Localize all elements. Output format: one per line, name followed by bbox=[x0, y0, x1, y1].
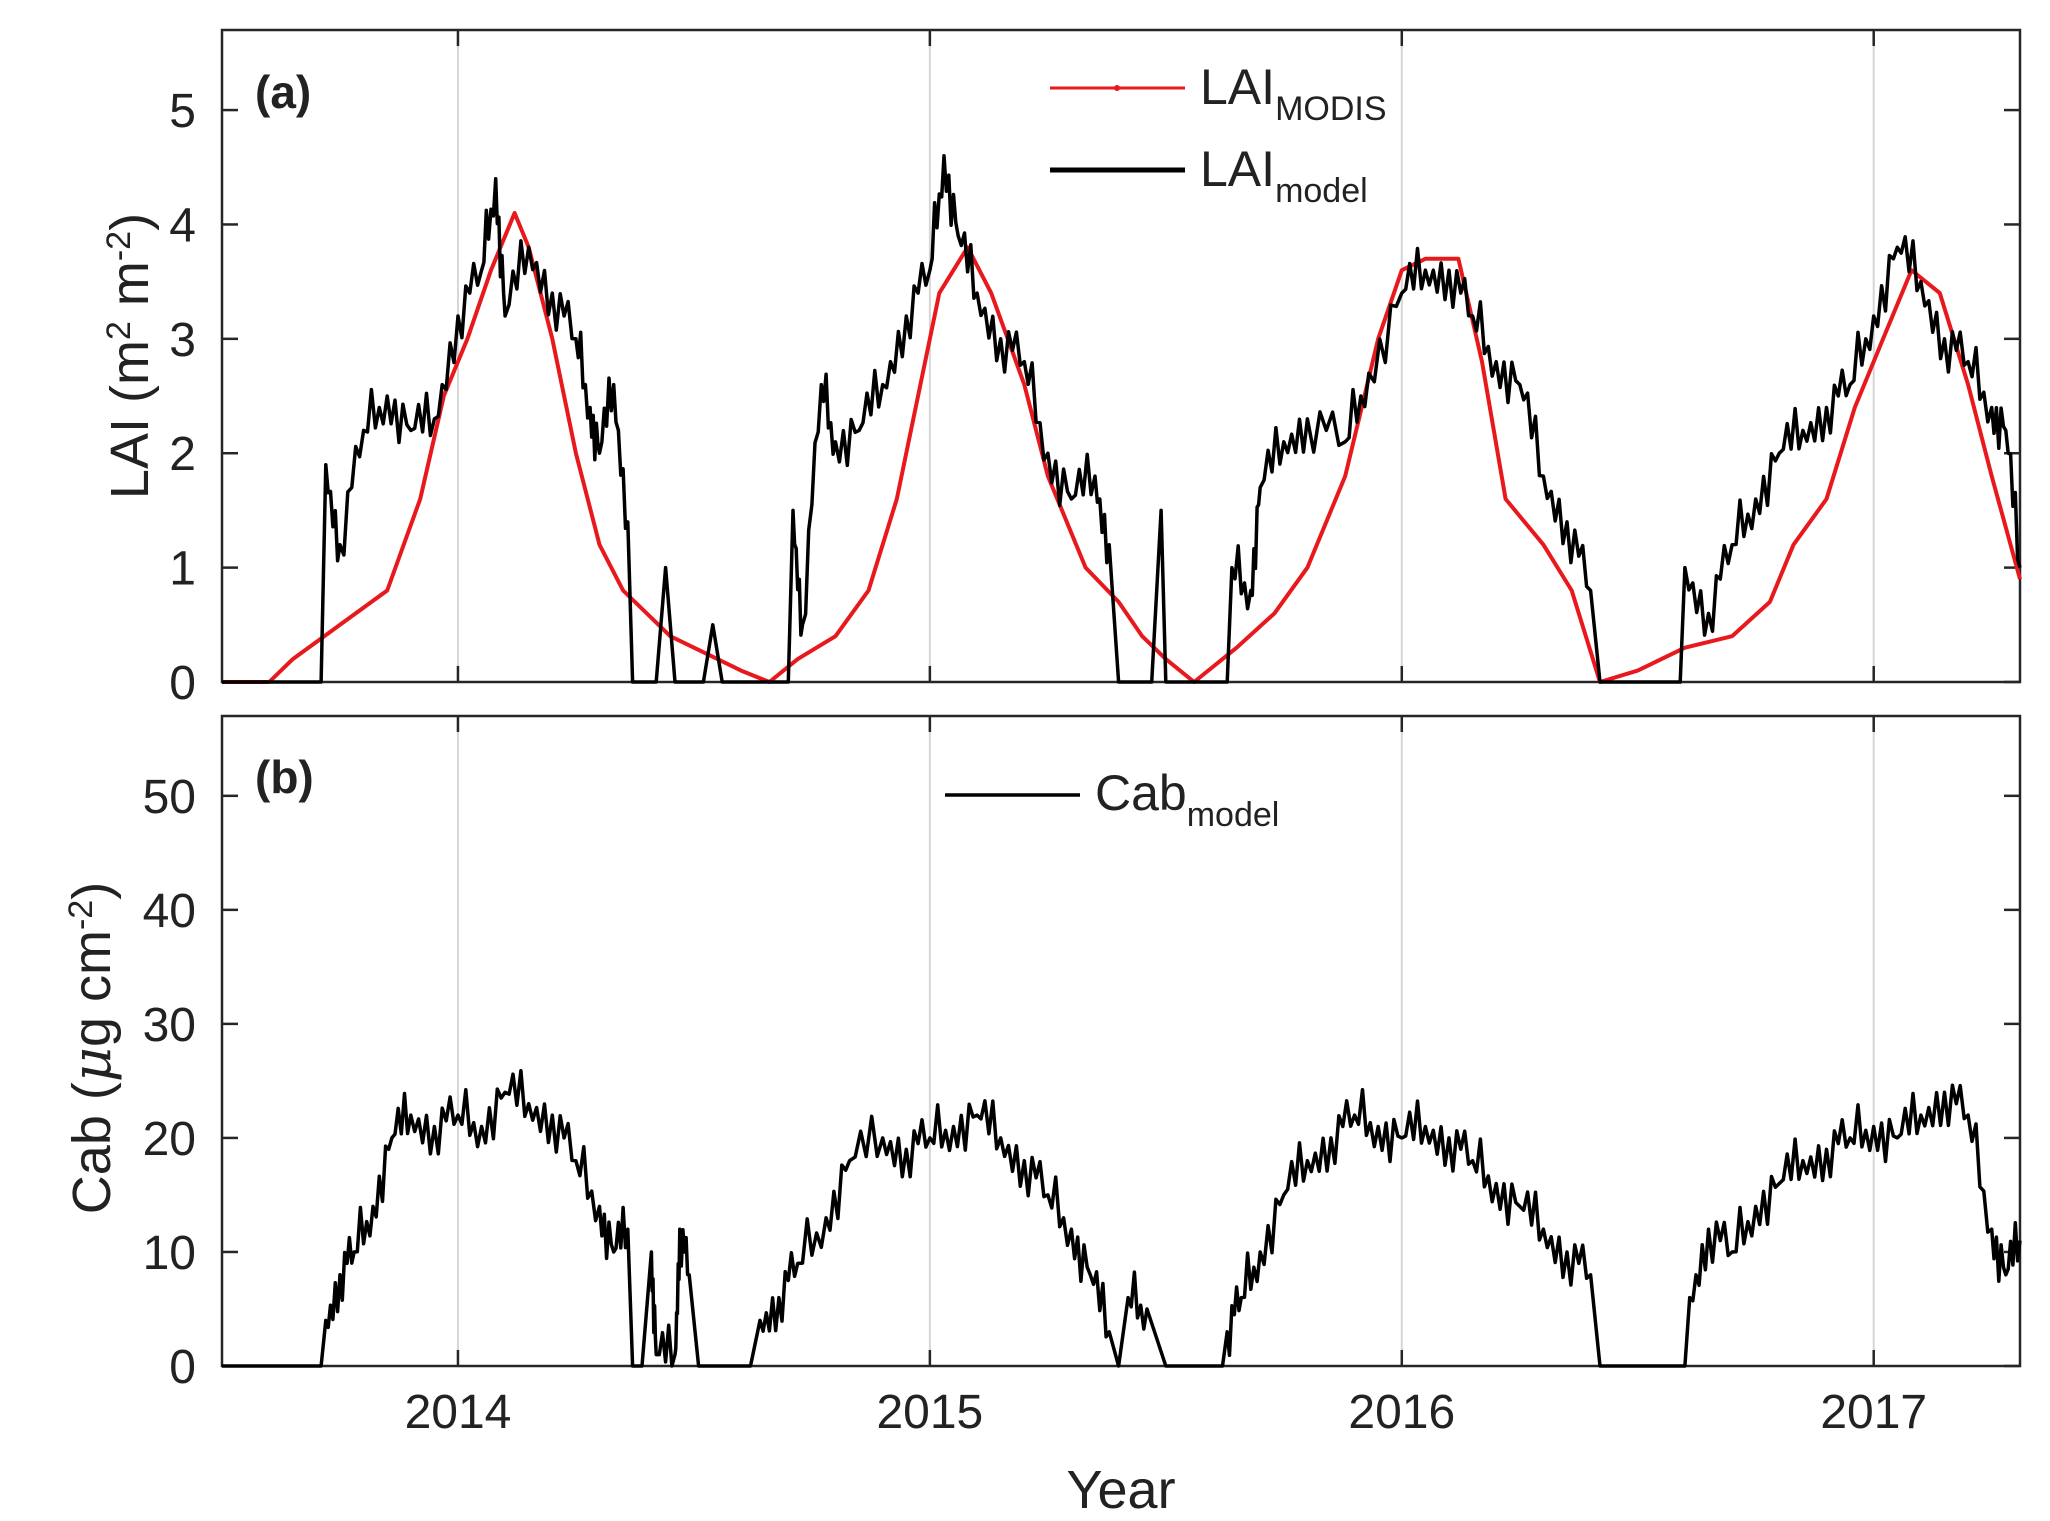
panel-a-series bbox=[222, 154, 2022, 684]
panel-b-ytick-label-20: 20 bbox=[143, 1113, 196, 1166]
x-tick-label-2014: 2014 bbox=[405, 1386, 512, 1439]
panel-b-ytick-label-0: 0 bbox=[169, 1341, 196, 1394]
panel-a-frame bbox=[220, 28, 2022, 684]
panel-b-series-cab-model bbox=[222, 1068, 2022, 1368]
panel-b-label: (b) bbox=[255, 751, 314, 803]
panel-a-grid bbox=[456, 30, 1875, 682]
panel-b: 0 10 20 30 40 50 2014 2015 2016 2017 (b) Cab (μg … bbox=[60, 714, 2022, 1520]
panel-a-ytick-label-5: 5 bbox=[169, 85, 196, 138]
legend-marker-lai-modis bbox=[1114, 85, 1120, 91]
panel-b-ticks: 0 10 20 30 40 50 2014 2015 2016 2017 bbox=[143, 716, 2020, 1439]
panel-b-series bbox=[222, 1068, 2022, 1368]
panel-a-ticks: 0 1 2 3 4 5 bbox=[169, 30, 2020, 710]
panel-b-grid bbox=[456, 716, 1875, 1366]
x-tick-label-2017: 2017 bbox=[1820, 1386, 1927, 1439]
panel-a-legend: LAIMODIS LAImodel bbox=[1050, 59, 1387, 210]
panel-a: 0 1 2 3 4 5 (a) LAI (m2 m-2) LAIMODIS LAImode… bbox=[100, 28, 2022, 710]
x-axis-title: Year bbox=[1066, 1460, 1175, 1520]
panel-a-ytick-label-1: 1 bbox=[169, 543, 196, 596]
panel-b-ytick-label-30: 30 bbox=[143, 999, 196, 1052]
panel-b-frame bbox=[220, 714, 2022, 1368]
legend-label-cab-model: Cabmodel bbox=[1095, 765, 1279, 834]
panel-a-ytick-label-0: 0 bbox=[169, 657, 196, 710]
panel-b-legend: Cabmodel bbox=[945, 765, 1279, 834]
panel-b-ytick-label-50: 50 bbox=[143, 771, 196, 824]
panel-a-series-lai-modis bbox=[222, 211, 2022, 684]
panel-a-label: (a) bbox=[255, 66, 311, 118]
panel-a-ytick-label-2: 2 bbox=[169, 428, 196, 481]
legend-label-lai-model: LAImodel bbox=[1200, 141, 1368, 210]
panel-a-ytick-label-4: 4 bbox=[169, 199, 196, 252]
panel-b-ytick-label-40: 40 bbox=[143, 885, 196, 938]
panel-a-ytick-label-3: 3 bbox=[169, 314, 196, 367]
panel-b-ytick-label-10: 10 bbox=[143, 1227, 196, 1280]
x-tick-label-2016: 2016 bbox=[1348, 1386, 1455, 1439]
panel-b-ylabel: Cab (μg cm-2) bbox=[60, 882, 123, 1214]
legend-label-lai-modis: LAIMODIS bbox=[1200, 59, 1387, 128]
panel-a-series-lai-model bbox=[222, 154, 2022, 684]
x-tick-label-2015: 2015 bbox=[876, 1386, 983, 1439]
panel-a-ylabel: LAI (m2 m-2) bbox=[100, 213, 160, 499]
